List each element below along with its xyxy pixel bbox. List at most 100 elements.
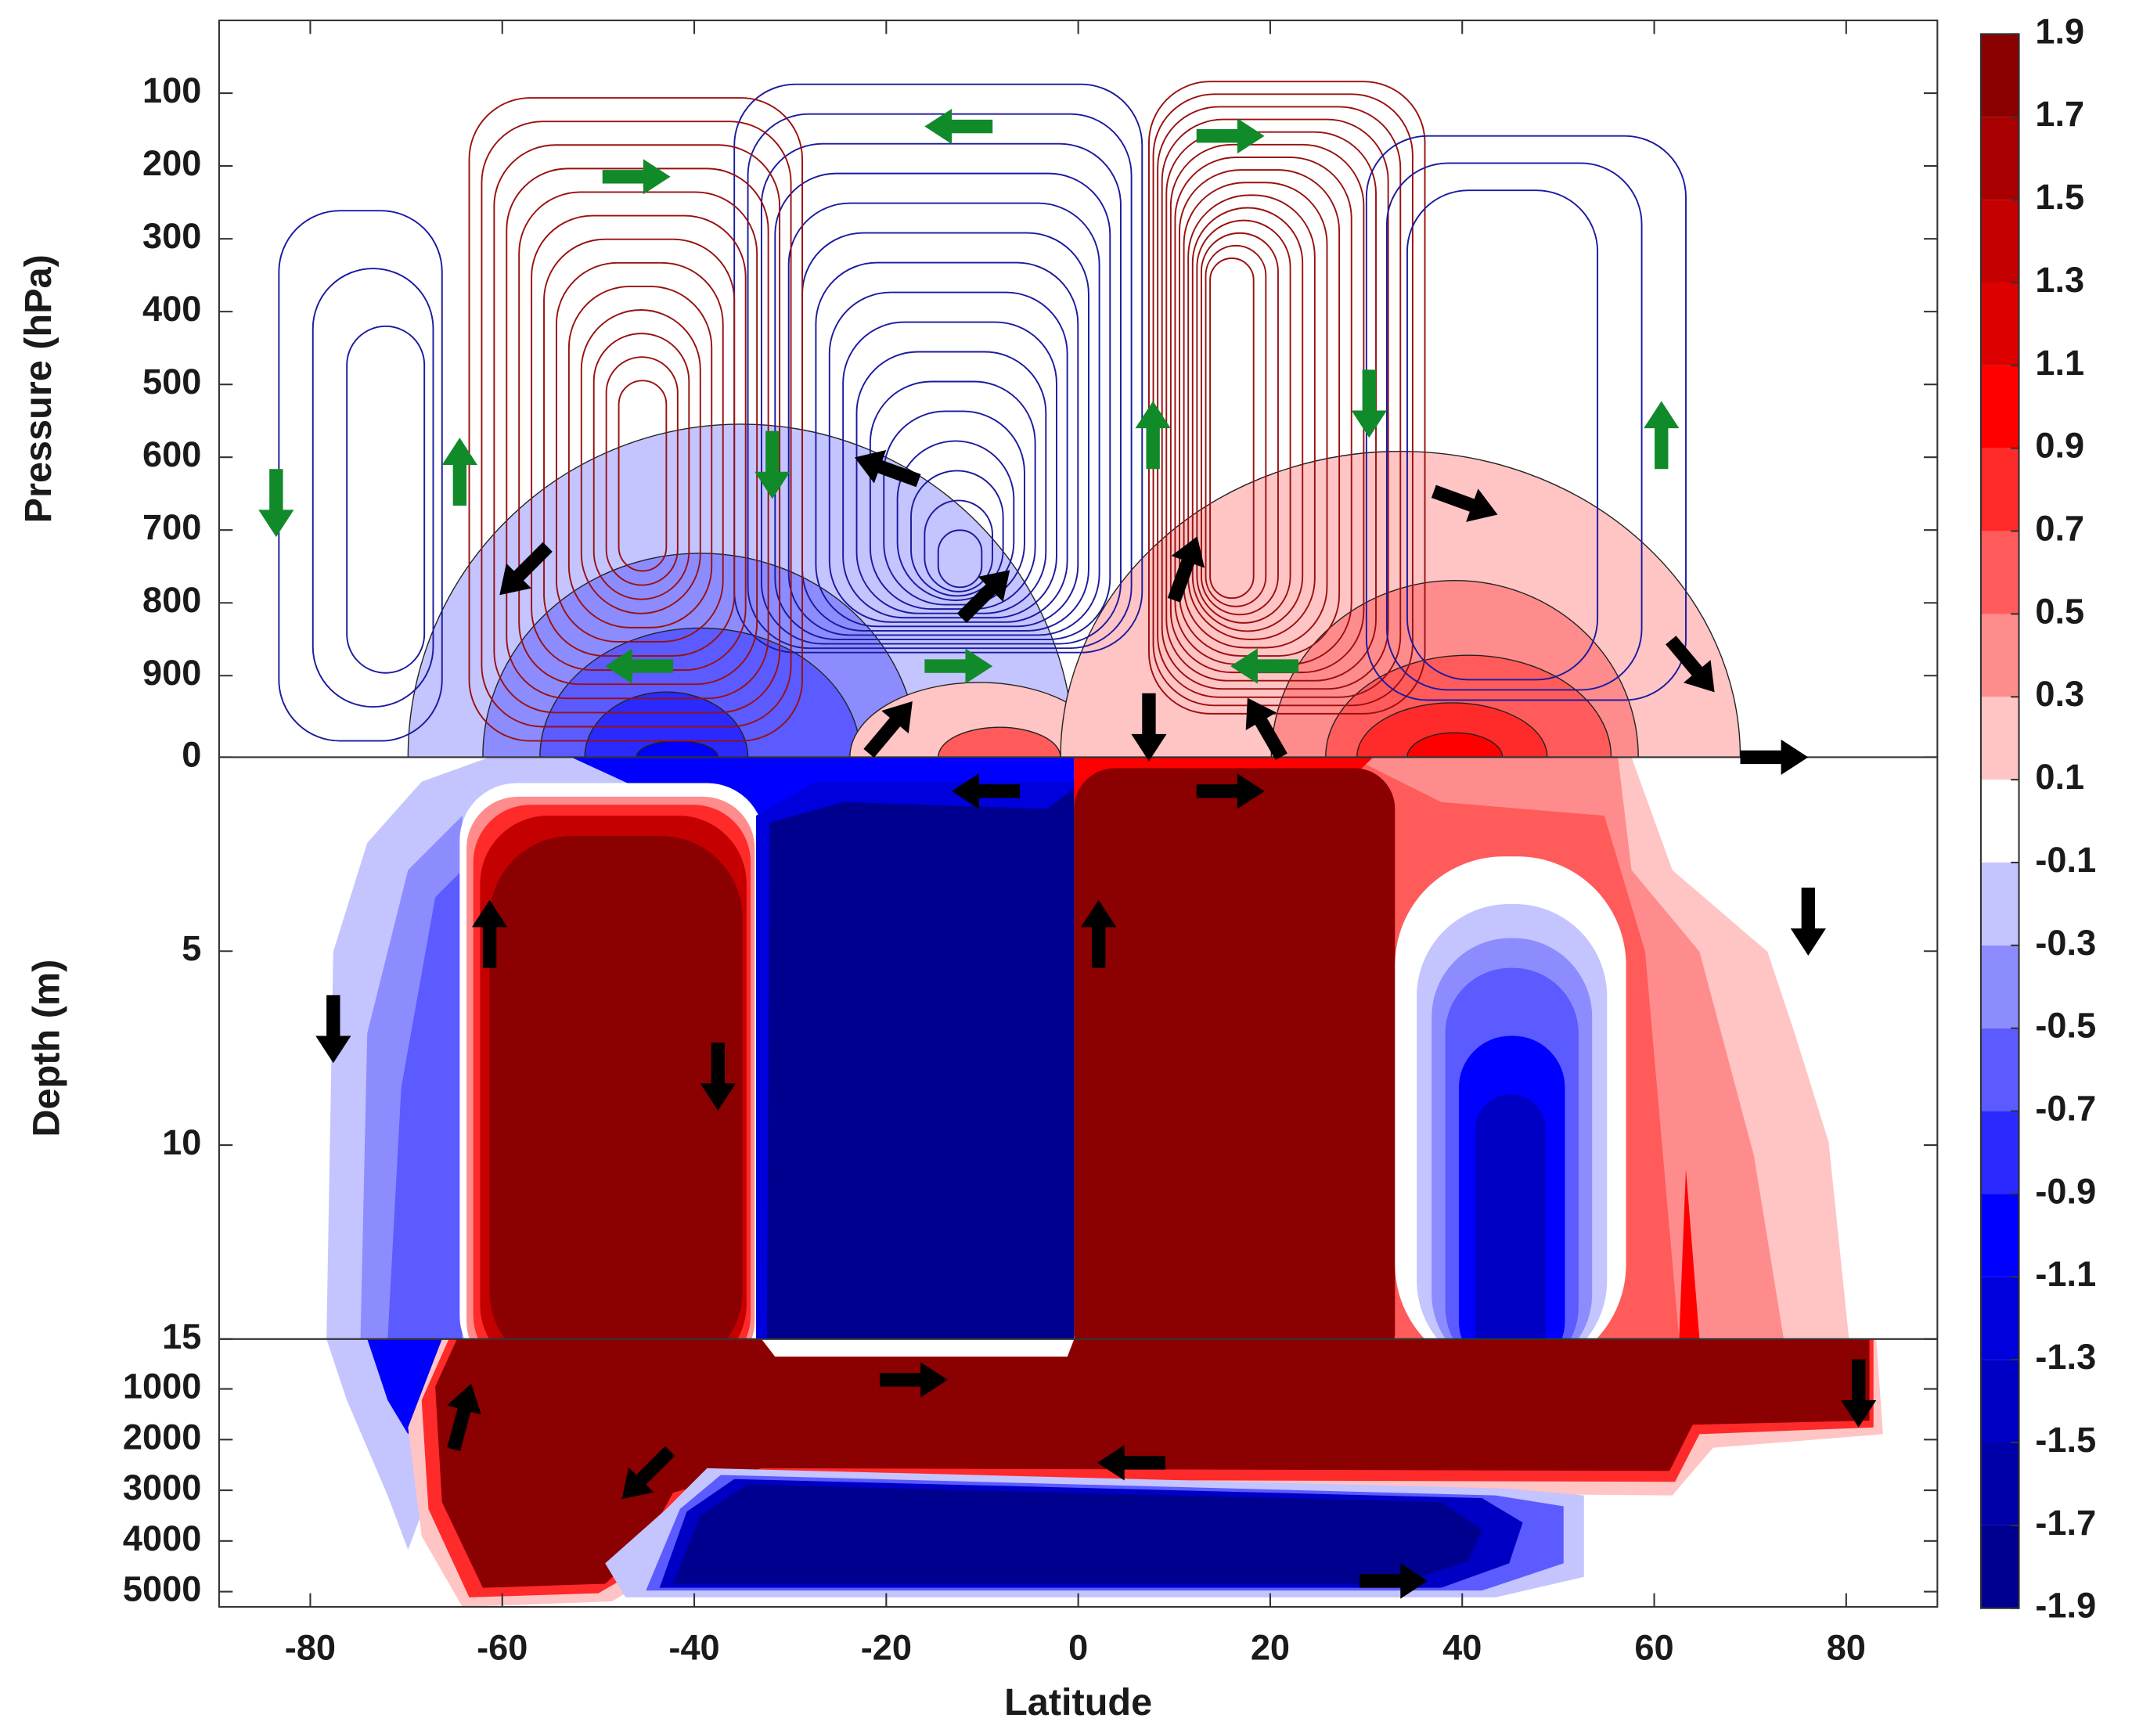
filled-contour bbox=[938, 726, 1061, 758]
colorbar-tick-label: 0.7 bbox=[2035, 508, 2084, 548]
contour-line bbox=[1200, 232, 1279, 616]
circulation-arrow bbox=[1097, 1445, 1165, 1481]
contour-line bbox=[518, 191, 758, 686]
circulation-arrow bbox=[499, 542, 553, 596]
colorbar-frame bbox=[1979, 33, 2020, 1609]
filled-contour bbox=[1356, 702, 1548, 758]
contour-line bbox=[815, 261, 1079, 628]
contour-line bbox=[556, 261, 724, 643]
y-tick-label: 15 bbox=[162, 1316, 201, 1356]
colorbar-bin bbox=[1980, 282, 2019, 366]
colorbar-tick-label: -1.7 bbox=[2035, 1503, 2096, 1543]
circulation-arrow bbox=[1135, 401, 1171, 470]
colorbar-bin bbox=[1980, 200, 2019, 283]
contour-line bbox=[567, 285, 713, 628]
circulation-arrow bbox=[1167, 536, 1205, 603]
contour-line bbox=[1385, 162, 1643, 691]
contour-line bbox=[910, 470, 1004, 597]
ocean-upper-panel bbox=[326, 757, 1849, 1339]
colorbar-bin bbox=[1980, 1111, 2019, 1194]
colorbar-bin bbox=[1980, 1360, 2019, 1443]
colorbar-bin bbox=[1980, 1442, 2019, 1525]
y-tick-label: 800 bbox=[142, 580, 201, 620]
circulation-arrow bbox=[1196, 118, 1265, 154]
colorbar-tick-label: -0.5 bbox=[2035, 1006, 2096, 1046]
contour-line bbox=[618, 380, 668, 572]
colorbar-tick-label: 1.7 bbox=[2035, 94, 2084, 134]
colorbar-bin bbox=[1980, 614, 2019, 697]
circulation-arrow bbox=[621, 1446, 675, 1500]
colorbar-bin bbox=[1980, 945, 2019, 1028]
colorbar-bin bbox=[1980, 117, 2019, 200]
circulation-arrow bbox=[447, 1383, 481, 1452]
x-tick-label: 40 bbox=[1442, 1627, 1482, 1667]
x-tick-label: 20 bbox=[1251, 1627, 1290, 1667]
contour-line bbox=[787, 202, 1100, 636]
circulation-arrow bbox=[471, 899, 508, 968]
circulation-arrow bbox=[952, 773, 1020, 809]
filled-contour bbox=[387, 870, 463, 1339]
colorbar-tick-label: -0.1 bbox=[2035, 840, 2096, 880]
x-tick-label: 0 bbox=[1068, 1627, 1088, 1667]
colorbar-bin bbox=[1980, 697, 2019, 780]
circulation-arrow bbox=[441, 438, 477, 506]
colorbar-bin bbox=[1980, 1028, 2019, 1111]
x-tick-label: -60 bbox=[477, 1627, 528, 1667]
contour-line bbox=[1161, 118, 1389, 690]
contour-line bbox=[896, 440, 1015, 601]
circulation-arrow bbox=[605, 648, 674, 684]
colorbar-tick-label: 1.1 bbox=[2035, 343, 2084, 383]
circulation-arrow bbox=[1081, 899, 1117, 968]
y-tick-label: 700 bbox=[142, 507, 201, 547]
colorbar-bin bbox=[1980, 780, 2019, 863]
circulation-arrow bbox=[924, 108, 993, 145]
circulation-arrow bbox=[1841, 1359, 1877, 1428]
contour-line bbox=[760, 142, 1122, 645]
filled-contour bbox=[673, 1484, 1482, 1584]
contour-line bbox=[937, 529, 983, 589]
circulation-arrow bbox=[854, 450, 921, 488]
contour-line bbox=[1147, 81, 1426, 715]
circulation-arrow bbox=[880, 1362, 948, 1398]
contour-line bbox=[543, 238, 736, 657]
colorbar-bin bbox=[1980, 1525, 2019, 1608]
filled-contour bbox=[1679, 1169, 1700, 1339]
y-axis-label: Depth (m) bbox=[26, 960, 68, 1137]
contour-line bbox=[1209, 258, 1255, 600]
contour-line bbox=[869, 380, 1036, 610]
contour-line bbox=[883, 410, 1025, 606]
circulation-arrow bbox=[315, 995, 351, 1064]
contour-line bbox=[592, 333, 690, 600]
contour-line bbox=[468, 97, 803, 742]
circulation-arrow bbox=[863, 701, 913, 758]
filled-contour bbox=[1406, 732, 1504, 758]
contour-line bbox=[1205, 244, 1267, 607]
circulation-arrow bbox=[924, 648, 993, 684]
filled-contour bbox=[761, 1338, 1075, 1357]
circulation-arrow bbox=[1360, 1563, 1428, 1599]
circulation-arrow bbox=[1351, 369, 1387, 438]
contour-line bbox=[828, 291, 1068, 623]
colorbar-tick-label: 0.3 bbox=[2035, 674, 2084, 714]
colorbar-tick-label: -1.5 bbox=[2035, 1420, 2096, 1460]
colorbar-bin bbox=[1980, 863, 2019, 945]
filled-contour bbox=[1074, 768, 1396, 1339]
colorbar-tick-label: 0.5 bbox=[2035, 591, 2084, 631]
contour-line bbox=[1187, 194, 1316, 640]
y-tick-label: 900 bbox=[142, 653, 201, 693]
circulation-arrow bbox=[1431, 484, 1498, 522]
contour-line bbox=[580, 309, 701, 614]
contour-line bbox=[346, 325, 426, 674]
y-tick-label: 4000 bbox=[123, 1518, 201, 1558]
colorbar-tick-label: 1.9 bbox=[2035, 11, 2084, 51]
contour-line bbox=[1179, 169, 1341, 657]
x-tick-label: -20 bbox=[861, 1627, 912, 1667]
contour-line bbox=[481, 121, 792, 728]
colorbar-bin bbox=[1980, 365, 2019, 448]
colorbar-tick-label: -1.3 bbox=[2035, 1337, 2096, 1377]
y-tick-label: 300 bbox=[142, 216, 201, 256]
colorbar-bin bbox=[1980, 531, 2019, 614]
y-tick-label: 1000 bbox=[123, 1367, 201, 1406]
colorbar-tick-label: -1.9 bbox=[2035, 1586, 2096, 1626]
colorbar-bin bbox=[1980, 1194, 2019, 1277]
